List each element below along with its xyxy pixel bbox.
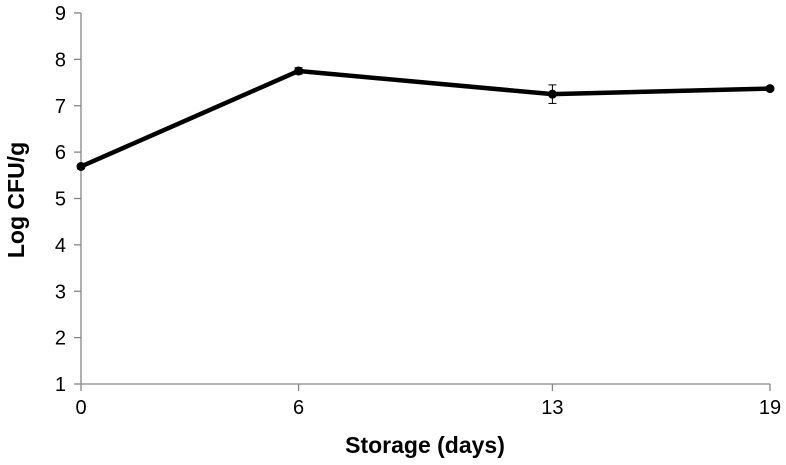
y-tick-label: 5 [55, 189, 66, 211]
x-tick-label: 13 [541, 397, 563, 419]
x-axis-title: Storage (days) [345, 432, 505, 458]
data-point [294, 66, 304, 76]
y-axis-ticks: 1 2 3 4 5 6 7 8 9 [55, 3, 81, 396]
y-tick-label: 9 [55, 3, 66, 25]
data-point [765, 84, 775, 94]
x-tick-label: 19 [759, 397, 781, 419]
y-tick-label: 3 [55, 281, 66, 303]
axes [80, 13, 770, 385]
data-point [547, 89, 557, 99]
y-axis-title: Log CFU/g [3, 142, 29, 258]
y-tick-label: 6 [55, 142, 66, 164]
y-tick-label: 1 [55, 374, 66, 396]
y-tick-label: 8 [55, 49, 66, 71]
data-point [76, 162, 86, 172]
x-tick-label: 6 [293, 397, 304, 419]
y-tick-label: 2 [55, 328, 66, 350]
series-layer [76, 66, 775, 172]
y-tick-label: 7 [55, 96, 66, 118]
series-line [78, 68, 773, 169]
x-tick-label: 0 [75, 397, 86, 419]
y-tick-label: 4 [55, 235, 66, 257]
x-axis-ticks: 0 6 13 19 [75, 384, 781, 419]
